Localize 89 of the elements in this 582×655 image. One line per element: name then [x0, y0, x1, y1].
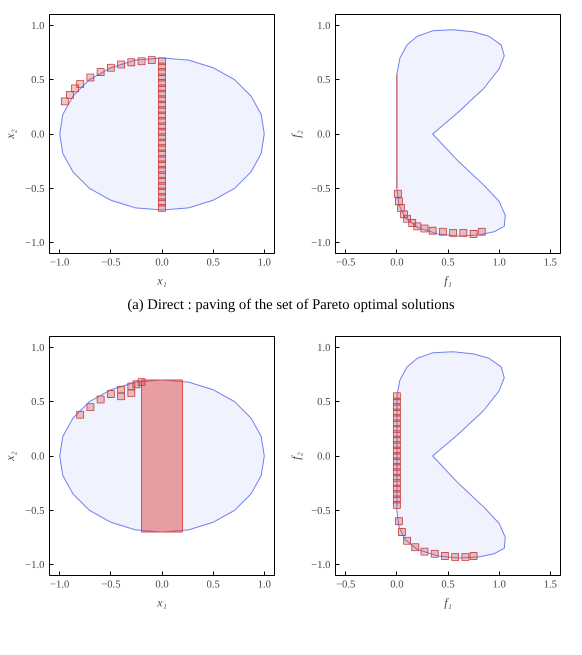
point — [394, 190, 402, 198]
x-tick-label: 0.5 — [441, 580, 455, 590]
y-tick-label: −1.0 — [311, 560, 331, 572]
point — [461, 553, 470, 561]
x-tick-label: 0.0 — [155, 258, 169, 268]
point — [449, 228, 458, 237]
y-tick-label: −0.5 — [311, 184, 331, 195]
point — [86, 403, 94, 412]
y-tick-label: 1.0 — [317, 342, 331, 354]
x-axis-title: f₁ — [444, 274, 452, 288]
x-tick-label: 0.0 — [155, 580, 169, 590]
y-tick-label: −0.5 — [25, 506, 45, 517]
point — [96, 68, 105, 76]
point — [478, 228, 486, 236]
point — [127, 389, 136, 397]
point — [60, 98, 69, 106]
x-tick-label: −0.5 — [101, 580, 121, 590]
point — [438, 228, 447, 236]
x-tick-label: 0.5 — [206, 258, 220, 268]
x-tick-label: 1.0 — [492, 258, 506, 268]
y-axis-title: x₂ — [3, 451, 18, 462]
point — [71, 84, 79, 92]
point — [428, 226, 437, 235]
point — [459, 228, 468, 237]
point — [470, 230, 478, 238]
point — [403, 536, 411, 545]
y-tick-label: −0.5 — [25, 184, 45, 195]
point — [395, 197, 403, 206]
point — [411, 543, 420, 552]
point — [117, 60, 125, 68]
y-tick-label: −0.5 — [311, 506, 331, 517]
point — [441, 552, 449, 560]
y-tick-label: −1.0 — [25, 560, 45, 572]
y-tick-label: 1.0 — [317, 20, 331, 32]
x-tick-label: 0.0 — [390, 580, 404, 590]
x-axis-title: f₁ — [444, 596, 452, 610]
point — [420, 224, 428, 232]
y-tick-label: 0.0 — [31, 130, 45, 140]
point — [430, 550, 439, 558]
x-tick-label: 1.5 — [544, 580, 557, 590]
x-tick-label: −0.5 — [336, 258, 356, 268]
y-tick-label: −1.0 — [25, 238, 45, 250]
y-tick-label: 0.5 — [31, 397, 45, 408]
point — [138, 378, 146, 386]
y-axis-title: x₂ — [3, 129, 18, 140]
x-tick-label: −1.0 — [50, 258, 70, 268]
point — [86, 74, 94, 82]
x-tick-label: 0.5 — [206, 580, 220, 590]
point — [117, 392, 125, 400]
y-tick-label: 0.0 — [317, 130, 331, 140]
point — [76, 80, 84, 88]
point — [106, 390, 115, 398]
x-tick-label: −1.0 — [50, 580, 70, 590]
x-tick-label: 0.0 — [390, 258, 404, 268]
y-tick-label: 0.5 — [31, 75, 45, 86]
point — [66, 90, 74, 99]
point — [398, 528, 406, 536]
point — [420, 548, 428, 556]
point — [96, 396, 105, 404]
y-tick-label: 1.0 — [31, 20, 45, 32]
x-tick-label: 1.0 — [258, 258, 271, 268]
y-axis-title: f₂ — [289, 452, 304, 460]
point — [127, 58, 136, 66]
point — [395, 517, 403, 526]
point — [392, 392, 401, 400]
point — [106, 64, 115, 72]
x-axis-title: x₁ — [156, 596, 167, 610]
point — [451, 553, 460, 561]
y-tick-label: 0.5 — [317, 75, 331, 86]
x-axis-title: x₁ — [156, 274, 167, 288]
y-tick-label: 1.0 — [31, 342, 45, 354]
x-tick-label: 1.0 — [258, 580, 271, 590]
x-tick-label: −0.5 — [101, 258, 121, 268]
point — [470, 552, 478, 560]
x-tick-label: 1.0 — [492, 580, 506, 590]
point — [148, 56, 156, 64]
y-tick-label: 0.5 — [317, 397, 331, 408]
point — [138, 57, 146, 66]
x-tick-label: −0.5 — [336, 580, 356, 590]
y-axis-title: f₂ — [289, 130, 304, 138]
x-tick-label: 0.5 — [441, 258, 455, 268]
y-tick-label: 0.0 — [31, 452, 45, 462]
point — [76, 410, 84, 419]
y-tick-label: −1.0 — [311, 238, 331, 250]
y-tick-label: 0.0 — [317, 452, 331, 462]
point — [158, 57, 166, 66]
x-tick-label: 1.5 — [544, 258, 557, 268]
text: (a) Direct : paving of the set of Pareto optimal solutions — [127, 296, 455, 315]
point — [397, 204, 405, 212]
